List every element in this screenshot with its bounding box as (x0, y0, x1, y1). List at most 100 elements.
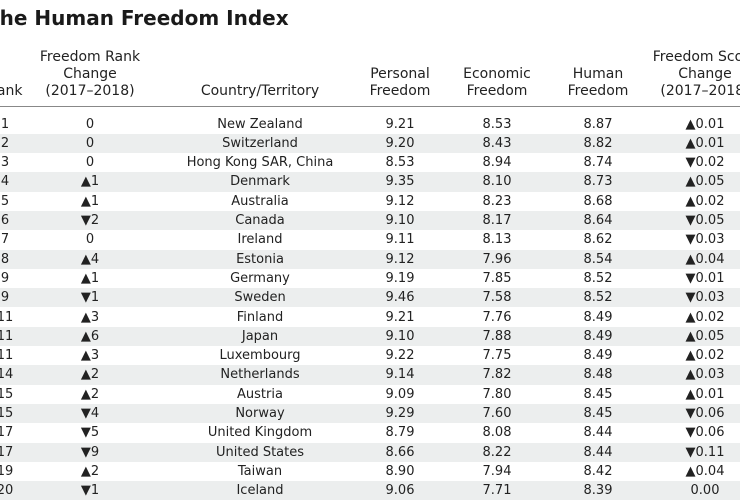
table-cell: 1 (0, 116, 10, 132)
table-row: 4 ▲1 Denmark 9.35 8.10 8.73 ▲0.05 (0, 172, 740, 192)
table-cell: 9.10 (385, 328, 415, 344)
table-cell: ▲3 (80, 309, 100, 325)
table-cell: Austria (237, 386, 283, 402)
table-cell: 19 (0, 463, 14, 479)
table-cell: 9.06 (385, 483, 415, 499)
table-cell: 9.19 (385, 270, 415, 286)
header-rule (0, 106, 740, 107)
table-cell: ▲1 (80, 270, 100, 286)
table-cell: ▲0.02 (685, 193, 725, 209)
title: The Human Freedom Index (0, 6, 289, 30)
table-cell: 8.45 (583, 386, 613, 402)
table-row: 14 ▲2 Netherlands 9.14 7.82 8.48 ▲0.03 (0, 365, 740, 385)
table-cell: 8.90 (385, 463, 415, 479)
table-row: 7 0 Ireland 9.11 8.13 8.62 ▼0.03 (0, 230, 740, 249)
column-header: Economic Freedom (463, 66, 531, 99)
table-cell: ▲3 (80, 348, 100, 364)
table-cell: 8.13 (482, 232, 512, 248)
table-cell: 7.82 (482, 367, 512, 383)
table-cell: 9 (0, 290, 10, 306)
table-cell: ▲0.03 (685, 367, 725, 383)
table-cell: 2 (0, 135, 10, 151)
table-cell: ▲0.02 (685, 348, 725, 364)
table-cell: 6 (0, 213, 10, 228)
table-cell: 17 (0, 444, 14, 460)
table-cell: 8.52 (583, 290, 613, 306)
table-cell: 9.35 (385, 174, 415, 190)
table-cell: ▼1 (80, 290, 100, 306)
table-cell: 8.45 (583, 406, 613, 421)
table-cell: ▲2 (80, 367, 100, 383)
table-row: 20 ▼1 Iceland 9.06 7.71 8.39 0.00 (0, 481, 740, 500)
table-cell: 15 (0, 386, 14, 402)
table-cell: Luxembourg (219, 348, 301, 364)
table-cell: ▼0.02 (685, 155, 725, 171)
table-cell: ▼0.03 (685, 232, 725, 248)
column-header: Human Freedom (567, 66, 629, 99)
table-cell: ▼5 (80, 425, 100, 441)
table-cell: 8.48 (583, 367, 613, 383)
table-cell: Hong Kong SAR, China (186, 155, 334, 171)
table-cell: ▼9 (80, 444, 100, 460)
table-cell: 0 (85, 135, 95, 151)
table-row: 9 ▲1 Germany 9.19 7.85 8.52 ▼0.01 (0, 269, 740, 288)
table-cell: ▲2 (80, 463, 100, 479)
table-cell: 8.74 (583, 155, 613, 171)
table-cell: 8.49 (583, 348, 613, 364)
table-cell: 9.09 (385, 386, 415, 402)
table-row: 19 ▲2 Taiwan 8.90 7.94 8.42 ▲0.04 (0, 462, 740, 481)
table-cell: 9.10 (385, 213, 415, 228)
table-cell: 9.12 (385, 193, 415, 209)
table-cell: 8.54 (583, 251, 613, 267)
table-row: 15 ▼4 Norway 9.29 7.60 8.45 ▼0.06 (0, 404, 740, 424)
table-row: 15 ▲2 Austria 9.09 7.80 8.45 ▲0.01 (0, 385, 740, 404)
table-cell: 7.75 (482, 348, 512, 364)
table-row: 11 ▲3 Luxembourg 9.22 7.75 8.49 ▲0.02 (0, 346, 740, 365)
table-cell: Taiwan (237, 463, 283, 479)
table-cell: 8.73 (583, 174, 613, 190)
table-row: 5 ▲1 Australia 9.12 8.23 8.68 ▲0.02 (0, 192, 740, 211)
table-cell: United States (215, 444, 305, 460)
table-cell: ▲0.04 (685, 463, 725, 479)
table-cell: 11 (0, 309, 14, 325)
table-cell: 3 (0, 155, 10, 171)
table-cell: Netherlands (220, 367, 300, 383)
table-cell: ▼0.06 (685, 425, 725, 441)
table-row: 1 0 New Zealand 9.21 8.53 8.87 ▲0.01 (0, 115, 740, 134)
table-cell: Iceland (236, 483, 284, 499)
table-cell: New Zealand (217, 116, 303, 132)
table-cell: 8.43 (482, 135, 512, 151)
table-cell: 8.49 (583, 309, 613, 325)
table-cell: 8.66 (385, 444, 415, 460)
table-cell: ▲4 (80, 251, 100, 267)
table-row: 11 ▲6 Japan 9.10 7.88 8.49 ▲0.05 (0, 326, 740, 347)
column-header: Freedom Score Change (2017–2018) (652, 49, 740, 99)
table-cell: 9.12 (385, 251, 415, 267)
table-cell: ▼1 (80, 483, 100, 499)
table-row: 17 ▼5 United Kingdom 8.79 8.08 8.44 ▼0.06 (0, 423, 740, 442)
table-cell: ▲0.02 (685, 309, 725, 325)
table-cell: 8.87 (583, 116, 613, 132)
table-cell: 8.49 (583, 328, 613, 344)
table-cell: 11 (0, 328, 14, 344)
table-cell: Ireland (237, 232, 283, 248)
table-cell: Norway (235, 406, 285, 421)
table-cell: Estonia (236, 251, 284, 267)
table-cell: 7.88 (482, 328, 512, 344)
table-row: 11 ▲3 Finland 9.21 7.76 8.49 ▲0.02 (0, 308, 740, 327)
table-cell: ▲0.01 (685, 386, 725, 402)
table-cell: ▲6 (80, 328, 100, 344)
table-row: 6 ▼2 Canada 9.10 8.17 8.64 ▼0.05 (0, 211, 740, 231)
table-cell: 14 (0, 367, 14, 383)
table-cell: ▼2 (80, 213, 100, 228)
table-cell: ▲0.01 (685, 116, 725, 132)
table-cell: 7.71 (482, 483, 512, 499)
table-cell: ▼4 (80, 406, 100, 421)
column-header: Freedom Rank Change (2017–2018) (39, 49, 141, 99)
table-cell: Finland (236, 309, 284, 325)
table-cell: Canada (235, 213, 285, 228)
table-cell: 8.79 (385, 425, 415, 441)
table-cell: 8.82 (583, 135, 613, 151)
table-cell: 4 (0, 174, 10, 190)
